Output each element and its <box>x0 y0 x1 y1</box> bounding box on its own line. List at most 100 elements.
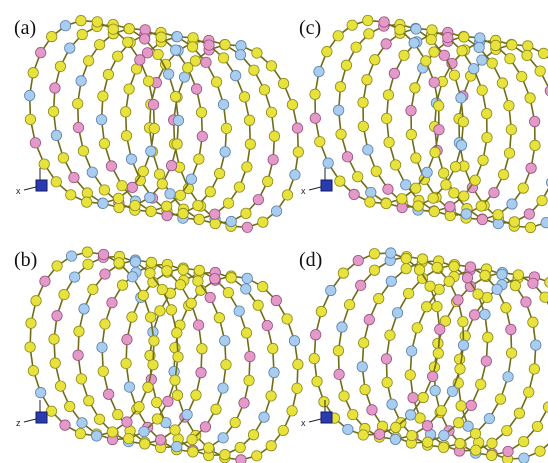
atom <box>138 166 148 176</box>
nanotube-ring <box>333 251 469 444</box>
atom <box>245 139 255 149</box>
atom <box>384 137 394 147</box>
atom <box>91 431 101 441</box>
atom <box>474 42 484 52</box>
atom <box>50 83 60 93</box>
atom <box>122 334 132 344</box>
atom <box>40 276 50 286</box>
axis-cube <box>321 412 332 423</box>
atom <box>537 195 547 205</box>
atom <box>35 387 45 397</box>
atom <box>427 371 437 381</box>
atom <box>458 316 468 326</box>
atom <box>365 197 375 207</box>
atom <box>149 123 159 133</box>
panel: (b)z <box>14 247 303 463</box>
figure: (a)x(b)z(c)x(d)x <box>0 0 548 463</box>
atom <box>524 387 534 397</box>
atom <box>429 206 439 216</box>
atom <box>193 320 203 330</box>
atom <box>447 386 457 396</box>
atom <box>113 193 123 203</box>
atom <box>77 418 87 428</box>
atom <box>106 161 116 171</box>
atom <box>94 40 104 50</box>
atom <box>204 40 214 50</box>
atom <box>186 298 196 308</box>
atom <box>170 375 180 385</box>
atom <box>82 197 92 207</box>
atom <box>107 298 117 308</box>
atom <box>124 24 134 34</box>
atom <box>83 56 93 66</box>
atom <box>197 131 207 141</box>
atom <box>342 152 352 162</box>
atom <box>434 125 444 135</box>
atom <box>73 122 83 132</box>
atom <box>471 445 481 455</box>
atom <box>24 90 34 100</box>
atom <box>76 374 86 384</box>
atom <box>456 140 466 150</box>
atom <box>357 362 367 372</box>
atom <box>456 401 466 411</box>
atom <box>363 15 373 25</box>
atom <box>51 177 61 187</box>
atom <box>172 31 182 41</box>
atom <box>98 366 108 376</box>
atom <box>506 124 516 134</box>
atom <box>410 83 420 93</box>
atom <box>148 99 158 109</box>
atom <box>316 306 326 316</box>
atom <box>439 430 449 440</box>
atom <box>438 168 448 178</box>
atom <box>214 313 224 323</box>
atom <box>498 169 508 179</box>
atom <box>239 398 249 408</box>
atom <box>269 131 279 141</box>
atom <box>143 76 153 86</box>
atom <box>469 310 479 320</box>
atom <box>374 293 384 303</box>
atom <box>506 324 516 334</box>
atom <box>381 113 391 123</box>
atom <box>525 222 535 232</box>
atom <box>66 190 76 200</box>
atom <box>28 366 38 376</box>
atom <box>455 438 465 448</box>
atom <box>157 179 167 189</box>
atom <box>454 418 464 428</box>
atom <box>322 46 332 56</box>
atom <box>186 174 196 184</box>
atom <box>153 49 163 59</box>
atom <box>487 58 497 68</box>
atom <box>155 306 165 316</box>
atom <box>349 189 359 199</box>
atom <box>383 90 393 100</box>
atom <box>481 108 491 118</box>
atom <box>421 302 431 312</box>
atom <box>443 32 453 42</box>
atom <box>183 63 193 73</box>
atom <box>432 262 442 272</box>
atom <box>459 32 469 42</box>
atom <box>39 159 49 169</box>
atom <box>88 284 98 294</box>
atom <box>336 129 346 139</box>
atom <box>358 338 368 348</box>
atom <box>162 210 172 220</box>
atom <box>99 138 109 148</box>
atom <box>407 430 417 440</box>
atom <box>383 184 393 194</box>
atom <box>444 276 454 286</box>
atom <box>497 269 507 279</box>
atom <box>504 148 514 158</box>
atom <box>187 434 197 444</box>
atom <box>210 209 220 219</box>
atom <box>309 353 319 363</box>
atom <box>352 171 362 181</box>
axis-icon: x <box>301 168 332 196</box>
atom <box>315 136 325 146</box>
atom <box>480 309 490 319</box>
atom <box>292 383 302 393</box>
